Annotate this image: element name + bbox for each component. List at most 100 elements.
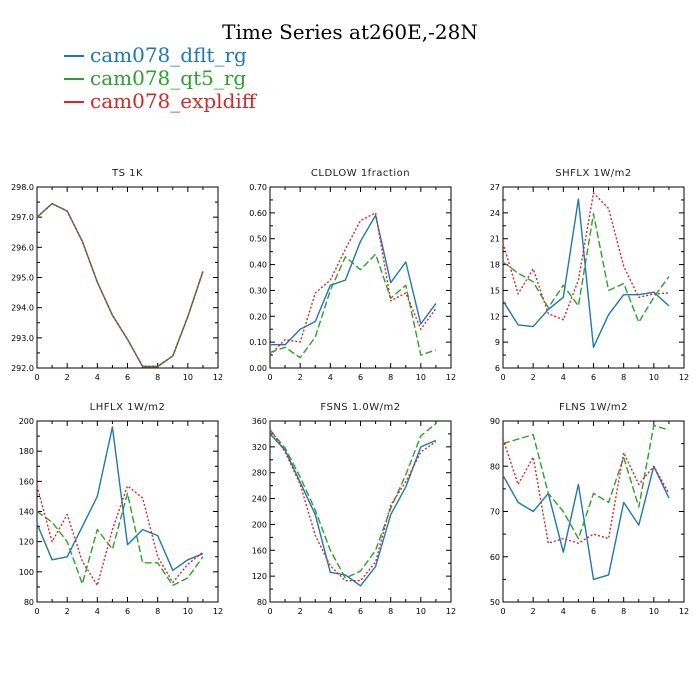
legend-swatch-qt5 bbox=[64, 77, 84, 80]
y-tick-label: 6 bbox=[495, 364, 500, 373]
y-tick-label: 120 bbox=[19, 538, 34, 547]
y-tick-label: 294.0 bbox=[11, 304, 34, 313]
y-tick-label: 298.0 bbox=[11, 183, 34, 192]
y-tick-label: 280 bbox=[252, 469, 267, 478]
x-tick-label: 12 bbox=[213, 373, 223, 382]
series-line-1 bbox=[269, 253, 437, 359]
legend-item-qt5: cam078_qt5_rg bbox=[64, 67, 256, 90]
y-tick-label: 120 bbox=[252, 572, 267, 581]
y-tick-label: 180 bbox=[19, 447, 34, 456]
legend-label-expl: cam078_expldiff bbox=[90, 89, 256, 113]
y-tick-label: 140 bbox=[19, 508, 34, 517]
y-tick-label: 0.10 bbox=[249, 338, 267, 347]
chart-title: FLNS 1W/m2 bbox=[559, 402, 628, 413]
y-tick-label: 295.0 bbox=[11, 274, 34, 283]
chart-panel-5: FLNS 1W/m2 0 2 4 6 8 10 12 50 60 70 80 90 bbox=[490, 402, 689, 616]
x-tick-label: 12 bbox=[213, 607, 223, 616]
x-tick-label: 10 bbox=[649, 373, 659, 382]
legend-swatch-dflt bbox=[64, 54, 84, 57]
chart-panel-4: FSNS 1.0W/m2 0 2 4 6 8 10 12 80 120 160 200 240 280 32… bbox=[252, 402, 456, 616]
y-tick-label: 12 bbox=[490, 312, 500, 321]
x-tick-label: 8 bbox=[155, 373, 160, 382]
legend: cam078_dflt_rg cam078_qt5_rg cam078_expl… bbox=[64, 44, 256, 113]
series-line-1 bbox=[269, 423, 437, 579]
x-tick-label: 4 bbox=[95, 373, 100, 382]
chart-title: SHFLX 1W/m2 bbox=[555, 168, 631, 179]
y-tick-label: 27 bbox=[490, 183, 500, 192]
x-tick-label: 4 bbox=[328, 607, 333, 616]
y-tick-label: 200 bbox=[252, 520, 267, 529]
series-line-0 bbox=[502, 465, 670, 581]
series-line-2 bbox=[36, 202, 204, 368]
x-tick-label: 10 bbox=[649, 607, 659, 616]
y-tick-label: 297.0 bbox=[11, 213, 34, 222]
y-tick-label: 200 bbox=[19, 417, 34, 426]
y-tick-label: 296.0 bbox=[11, 243, 34, 252]
x-tick-label: 6 bbox=[125, 373, 130, 382]
y-tick-label: 0.20 bbox=[249, 312, 267, 321]
x-tick-label: 4 bbox=[328, 373, 333, 382]
y-tick-label: 100 bbox=[19, 568, 34, 577]
plot-frame bbox=[36, 186, 219, 369]
series-line-1 bbox=[502, 212, 670, 323]
y-tick-label: 18 bbox=[490, 261, 500, 270]
y-tick-label: 80 bbox=[257, 598, 267, 607]
chart-panel-3: LHFLX 1W/m2 0 2 4 6 8 10 12 80 100 120 140 160 180 200 bbox=[19, 402, 223, 616]
legend-item-expl: cam078_expldiff bbox=[64, 90, 256, 113]
legend-item-dflt: cam078_dflt_rg bbox=[64, 44, 256, 67]
series-line-0 bbox=[36, 202, 204, 368]
y-tick-label: 80 bbox=[24, 598, 34, 607]
y-tick-label: 90 bbox=[490, 417, 500, 426]
series-line-2 bbox=[269, 428, 437, 582]
y-tick-label: 292.0 bbox=[11, 364, 34, 373]
x-tick-label: 4 bbox=[95, 607, 100, 616]
page-title: Time Series at260E,-28N bbox=[222, 20, 478, 44]
x-tick-label: 12 bbox=[446, 373, 456, 382]
series-line-0 bbox=[269, 433, 437, 587]
series-line-2 bbox=[502, 192, 669, 321]
y-tick-label: 24 bbox=[490, 209, 500, 218]
x-tick-label: 0 bbox=[267, 607, 272, 616]
x-tick-label: 6 bbox=[358, 373, 363, 382]
plot-frame bbox=[269, 420, 452, 603]
y-tick-label: 21 bbox=[490, 235, 500, 244]
y-tick-label: 240 bbox=[252, 495, 267, 504]
x-tick-label: 12 bbox=[679, 607, 689, 616]
x-tick-label: 8 bbox=[621, 607, 626, 616]
x-tick-label: 2 bbox=[531, 373, 536, 382]
chart-title: FSNS 1.0W/m2 bbox=[320, 402, 400, 413]
x-tick-label: 2 bbox=[298, 607, 303, 616]
x-tick-label: 0 bbox=[34, 373, 39, 382]
x-tick-label: 4 bbox=[561, 607, 566, 616]
chart-panel-0: TS 1K 0 2 4 6 8 10 12 292.0 293.0 294.0 295.0 296.0 2… bbox=[11, 168, 223, 382]
series-line-1 bbox=[502, 424, 670, 540]
series-line-2 bbox=[36, 485, 204, 587]
x-tick-label: 2 bbox=[531, 607, 536, 616]
y-tick-label: 0.30 bbox=[249, 286, 267, 295]
plot-frame bbox=[269, 186, 452, 369]
chart-title: TS 1K bbox=[111, 168, 143, 179]
x-tick-label: 8 bbox=[388, 373, 393, 382]
x-tick-label: 6 bbox=[125, 607, 130, 616]
x-tick-label: 0 bbox=[267, 373, 272, 382]
x-tick-label: 12 bbox=[446, 607, 456, 616]
x-tick-label: 2 bbox=[298, 373, 303, 382]
y-tick-label: 0.00 bbox=[249, 364, 267, 373]
x-tick-label: 8 bbox=[155, 607, 160, 616]
x-tick-label: 2 bbox=[65, 607, 70, 616]
x-tick-label: 6 bbox=[358, 607, 363, 616]
chart-panel-1: CLDLOW 1fraction 0 2 4 6 8 10 12 0.00 0.10 0.20 0.3… bbox=[249, 168, 456, 382]
x-tick-label: 4 bbox=[561, 373, 566, 382]
x-tick-label: 10 bbox=[416, 373, 426, 382]
y-tick-label: 60 bbox=[490, 553, 500, 562]
y-tick-label: 293.0 bbox=[11, 334, 34, 343]
chart-title: CLDLOW 1fraction bbox=[311, 168, 410, 179]
y-tick-label: 80 bbox=[490, 462, 500, 471]
y-tick-label: 320 bbox=[252, 443, 267, 452]
x-tick-label: 6 bbox=[591, 607, 596, 616]
x-tick-label: 12 bbox=[679, 373, 689, 382]
series-line-0 bbox=[270, 214, 437, 346]
y-tick-label: 0.70 bbox=[249, 183, 267, 192]
